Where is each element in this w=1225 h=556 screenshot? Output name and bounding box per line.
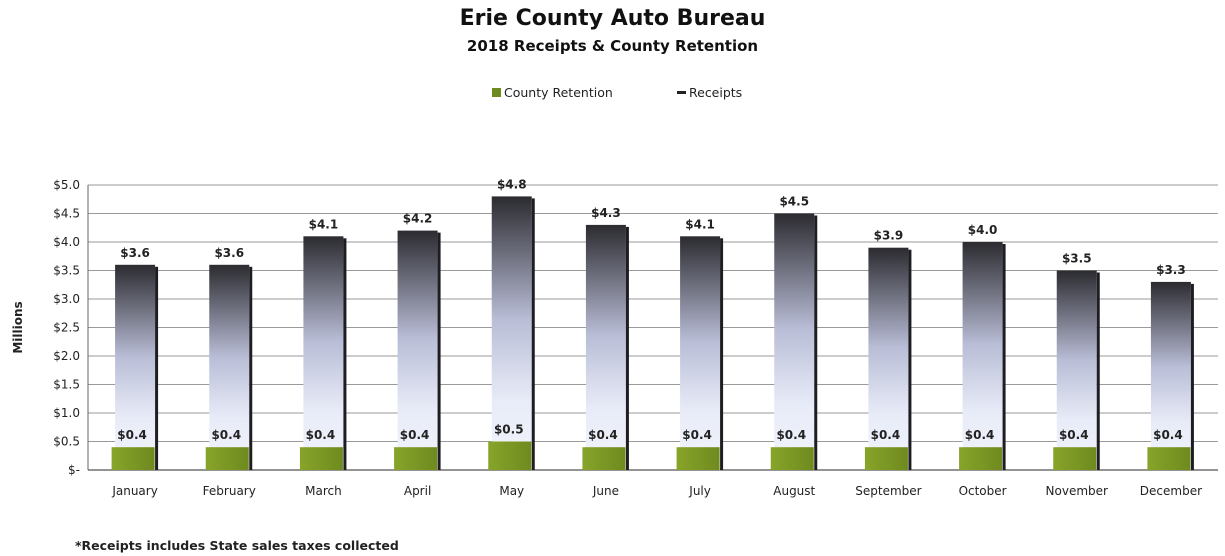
y-tick-label: $- <box>68 463 80 477</box>
x-tick-label: December <box>1140 484 1202 498</box>
bar-receipts <box>209 264 250 470</box>
data-label-receipts: $4.1 <box>309 217 339 231</box>
legend-label-county-retention: County Retention <box>504 85 613 100</box>
y-tick-label: $4.0 <box>53 235 80 249</box>
data-label-county-retention: $0.4 <box>1059 428 1089 442</box>
bar-county-retention <box>959 447 1003 470</box>
data-label-county-retention: $0.4 <box>117 428 147 442</box>
data-label-county-retention: $0.4 <box>871 428 901 442</box>
bar-receipts-side <box>720 238 724 470</box>
legend-swatch-receipts <box>677 91 686 94</box>
x-tick-label: April <box>404 484 431 498</box>
data-label-county-retention: $0.4 <box>588 428 618 442</box>
data-label-receipts: $4.0 <box>968 223 998 237</box>
x-tick-label: March <box>305 484 342 498</box>
bar-receipts <box>1056 270 1097 470</box>
bar-receipts-side <box>437 232 441 470</box>
data-label-receipts: $3.9 <box>874 229 904 243</box>
bar-county-retention <box>770 447 814 470</box>
legend-label-receipts: Receipts <box>689 85 743 100</box>
bar-county-retention <box>864 447 908 470</box>
bar-county-retention <box>111 447 155 470</box>
y-tick-label: $0.5 <box>53 435 80 449</box>
data-label-receipts: $3.6 <box>120 246 150 260</box>
y-tick-label: $4.5 <box>53 207 80 221</box>
bar-county-retention <box>205 447 249 470</box>
data-label-county-retention: $0.4 <box>211 428 241 442</box>
bar-receipts <box>585 224 626 470</box>
data-label-receipts: $4.2 <box>403 212 433 226</box>
bar-receipts <box>680 236 721 470</box>
bar-receipts <box>962 242 1003 470</box>
bar-receipts-side <box>155 266 159 470</box>
data-label-county-retention: $0.5 <box>494 423 524 437</box>
x-tick-label: February <box>203 484 256 498</box>
data-label-receipts: $4.3 <box>591 206 621 220</box>
bar-receipts <box>1150 281 1191 470</box>
data-label-receipts: $4.5 <box>779 195 809 209</box>
bar-receipts-side <box>814 215 818 470</box>
data-label-receipts: $3.3 <box>1156 263 1186 277</box>
bar-receipts <box>303 236 344 470</box>
legend-swatch-county-retention <box>492 88 501 97</box>
data-label-county-retention: $0.4 <box>965 428 995 442</box>
bar-receipts-side <box>1002 244 1006 470</box>
y-tick-label: $3.5 <box>53 264 80 278</box>
bar-county-retention <box>1147 447 1191 470</box>
data-label-county-retention: $0.4 <box>400 428 430 442</box>
bar-county-retention <box>394 447 438 470</box>
bar-county-retention <box>676 447 720 470</box>
chart-subtitle: 2018 Receipts & County Retention <box>466 37 759 55</box>
data-label-county-retention: $0.4 <box>682 428 712 442</box>
x-tick-label: August <box>773 484 815 498</box>
legend-item-receipts: Receipts <box>677 85 742 100</box>
data-label-receipts: $4.1 <box>685 217 715 231</box>
data-label-receipts: $3.6 <box>214 246 244 260</box>
x-tick-label: July <box>688 484 711 498</box>
bar-receipts <box>115 264 156 470</box>
bar-receipts-side <box>908 249 912 470</box>
data-label-receipts: $4.8 <box>497 177 527 191</box>
chart-title: Erie County Auto Bureau <box>459 6 766 31</box>
data-label-county-retention: $0.4 <box>776 428 806 442</box>
x-tick-label: May <box>499 484 524 498</box>
bar-receipts-side <box>343 238 347 470</box>
bar-receipts <box>397 230 438 470</box>
y-axis-label: Millions <box>11 301 25 353</box>
bar-county-retention <box>299 447 343 470</box>
data-label-county-retention: $0.4 <box>306 428 336 442</box>
bar-county-retention <box>1053 447 1097 470</box>
y-tick-label: $1.0 <box>53 406 80 420</box>
footnote: *Receipts includes State sales taxes col… <box>75 538 399 553</box>
bar-receipts-side <box>1190 283 1194 470</box>
bar-receipts-side <box>531 198 535 470</box>
y-tick-label: $1.5 <box>53 378 80 392</box>
y-tick-label: $3.0 <box>53 292 80 306</box>
bar-county-retention <box>582 447 626 470</box>
x-tick-label: January <box>111 484 158 498</box>
x-tick-label: June <box>592 484 619 498</box>
bar-receipts <box>491 196 532 470</box>
y-tick-label: $5.0 <box>53 178 80 192</box>
bar-receipts-side <box>1096 272 1100 470</box>
bar-county-retention <box>488 441 532 470</box>
legend-item-county-retention: County Retention <box>492 85 613 100</box>
x-tick-label: November <box>1046 484 1108 498</box>
data-label-county-retention: $0.4 <box>1153 428 1183 442</box>
bar-receipts-side <box>249 266 253 470</box>
y-tick-label: $2.5 <box>53 321 80 335</box>
x-tick-label: September <box>855 484 921 498</box>
bar-receipts <box>774 213 815 470</box>
data-label-receipts: $3.5 <box>1062 252 1092 266</box>
bar-receipts-side <box>625 226 629 470</box>
y-tick-label: $2.0 <box>53 349 80 363</box>
x-tick-label: October <box>959 484 1007 498</box>
bar-receipts <box>868 247 909 470</box>
